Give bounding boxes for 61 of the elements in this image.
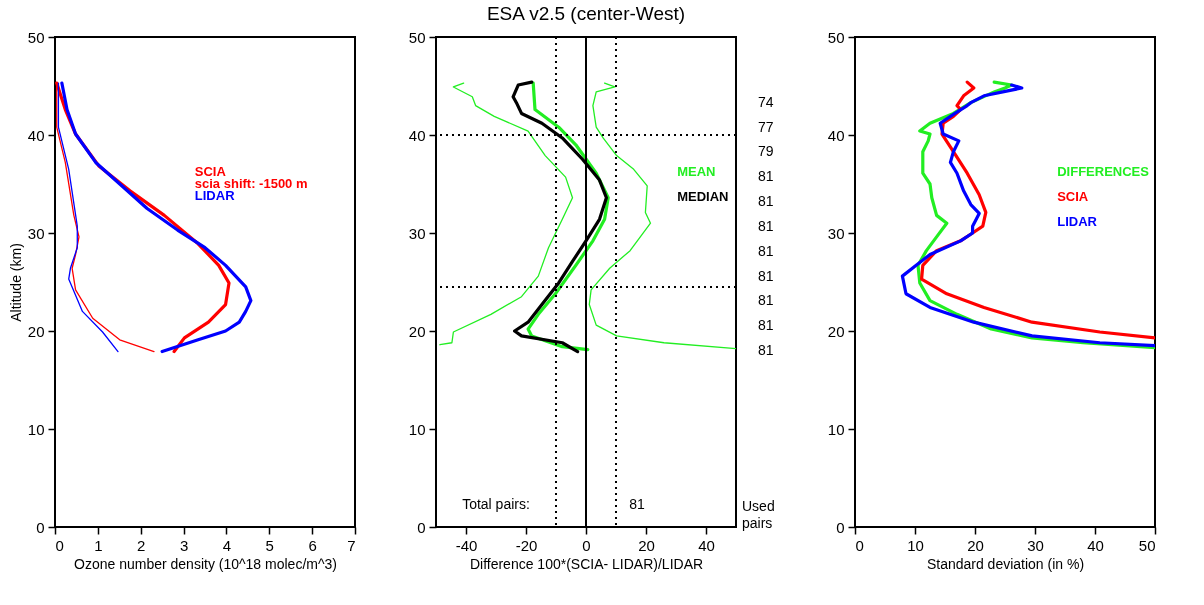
x-tick-label: 3 <box>179 536 189 554</box>
x-tick-label: 10 <box>907 536 924 554</box>
text: Used pairs <box>742 498 775 532</box>
text: 77 <box>758 118 774 135</box>
x-tick-label: 1 <box>94 536 103 554</box>
y-tick-label: 10 <box>27 420 45 438</box>
x-tick-label: 4 <box>222 536 232 554</box>
x-axis-title: Standard deviation (in %) <box>926 555 1085 572</box>
y-axis-title: Altitude (km) <box>7 243 24 322</box>
y-tick-label: 10 <box>408 420 426 438</box>
text: 81 <box>758 342 774 359</box>
x-tick-label: -20 <box>515 536 538 554</box>
y-tick-label: 30 <box>27 224 45 242</box>
x-tick-label: 30 <box>1027 536 1044 554</box>
x-tick-label: 6 <box>308 536 317 554</box>
y-tick-label: 30 <box>827 224 845 242</box>
x-axis-title: Ozone number density (10^18 molec/m^3) <box>74 555 337 572</box>
text: DIFFERENCES <box>1057 163 1150 179</box>
text: MEAN <box>677 163 716 179</box>
text: 81 <box>758 242 774 259</box>
annotation: Total pairs: <box>462 495 530 512</box>
text: 81 <box>758 168 774 185</box>
y-tick-label: 40 <box>827 126 845 144</box>
text: 81 <box>758 292 774 309</box>
y-tick-label: 20 <box>408 322 426 340</box>
text: SCIA <box>1057 188 1089 204</box>
y-tick-label: 20 <box>27 322 45 340</box>
y-tick-label: 50 <box>408 28 426 46</box>
x-tick-label: 7 <box>347 536 356 554</box>
x-tick-label: 20 <box>638 536 655 554</box>
x-tick-label: -40 <box>455 536 478 554</box>
annotation: 81 <box>629 495 645 512</box>
y-tick-label: 40 <box>27 126 45 144</box>
y-tick-label: 30 <box>408 224 426 242</box>
y-tick-label: 0 <box>417 518 426 536</box>
text: 81 <box>758 217 774 234</box>
chart-title: ESA v2.5 (center-West) <box>486 3 686 24</box>
x-tick-label: 40 <box>698 536 715 554</box>
text: 81 <box>758 193 774 210</box>
x-tick-label: 40 <box>1087 536 1104 554</box>
text: 81 <box>758 317 774 334</box>
y-tick-label: 40 <box>408 126 426 144</box>
x-tick-label: 5 <box>265 536 274 554</box>
x-tick-label: 20 <box>967 536 984 554</box>
text: 81 <box>758 267 774 284</box>
x-tick-label: 0 <box>855 536 864 554</box>
text: 74 <box>758 93 774 110</box>
x-tick-label: 0 <box>55 536 64 554</box>
x-tick-label: 2 <box>137 536 146 554</box>
y-tick-label: 50 <box>27 28 45 46</box>
y-tick-label: 0 <box>836 518 845 536</box>
y-tick-label: 10 <box>827 420 845 438</box>
x-axis-title: Difference 100*(SCIA- LIDAR)/LIDAR <box>469 555 704 572</box>
y-tick-label: 20 <box>827 322 845 340</box>
text: LIDAR <box>1057 213 1098 229</box>
y-tick-label: 0 <box>36 518 45 536</box>
text: 79 <box>758 143 774 160</box>
x-tick-label: 0 <box>582 536 591 554</box>
y-tick-label: 50 <box>827 28 845 46</box>
text: MEDIAN <box>677 188 729 204</box>
x-tick-label: 50 <box>1138 536 1156 554</box>
